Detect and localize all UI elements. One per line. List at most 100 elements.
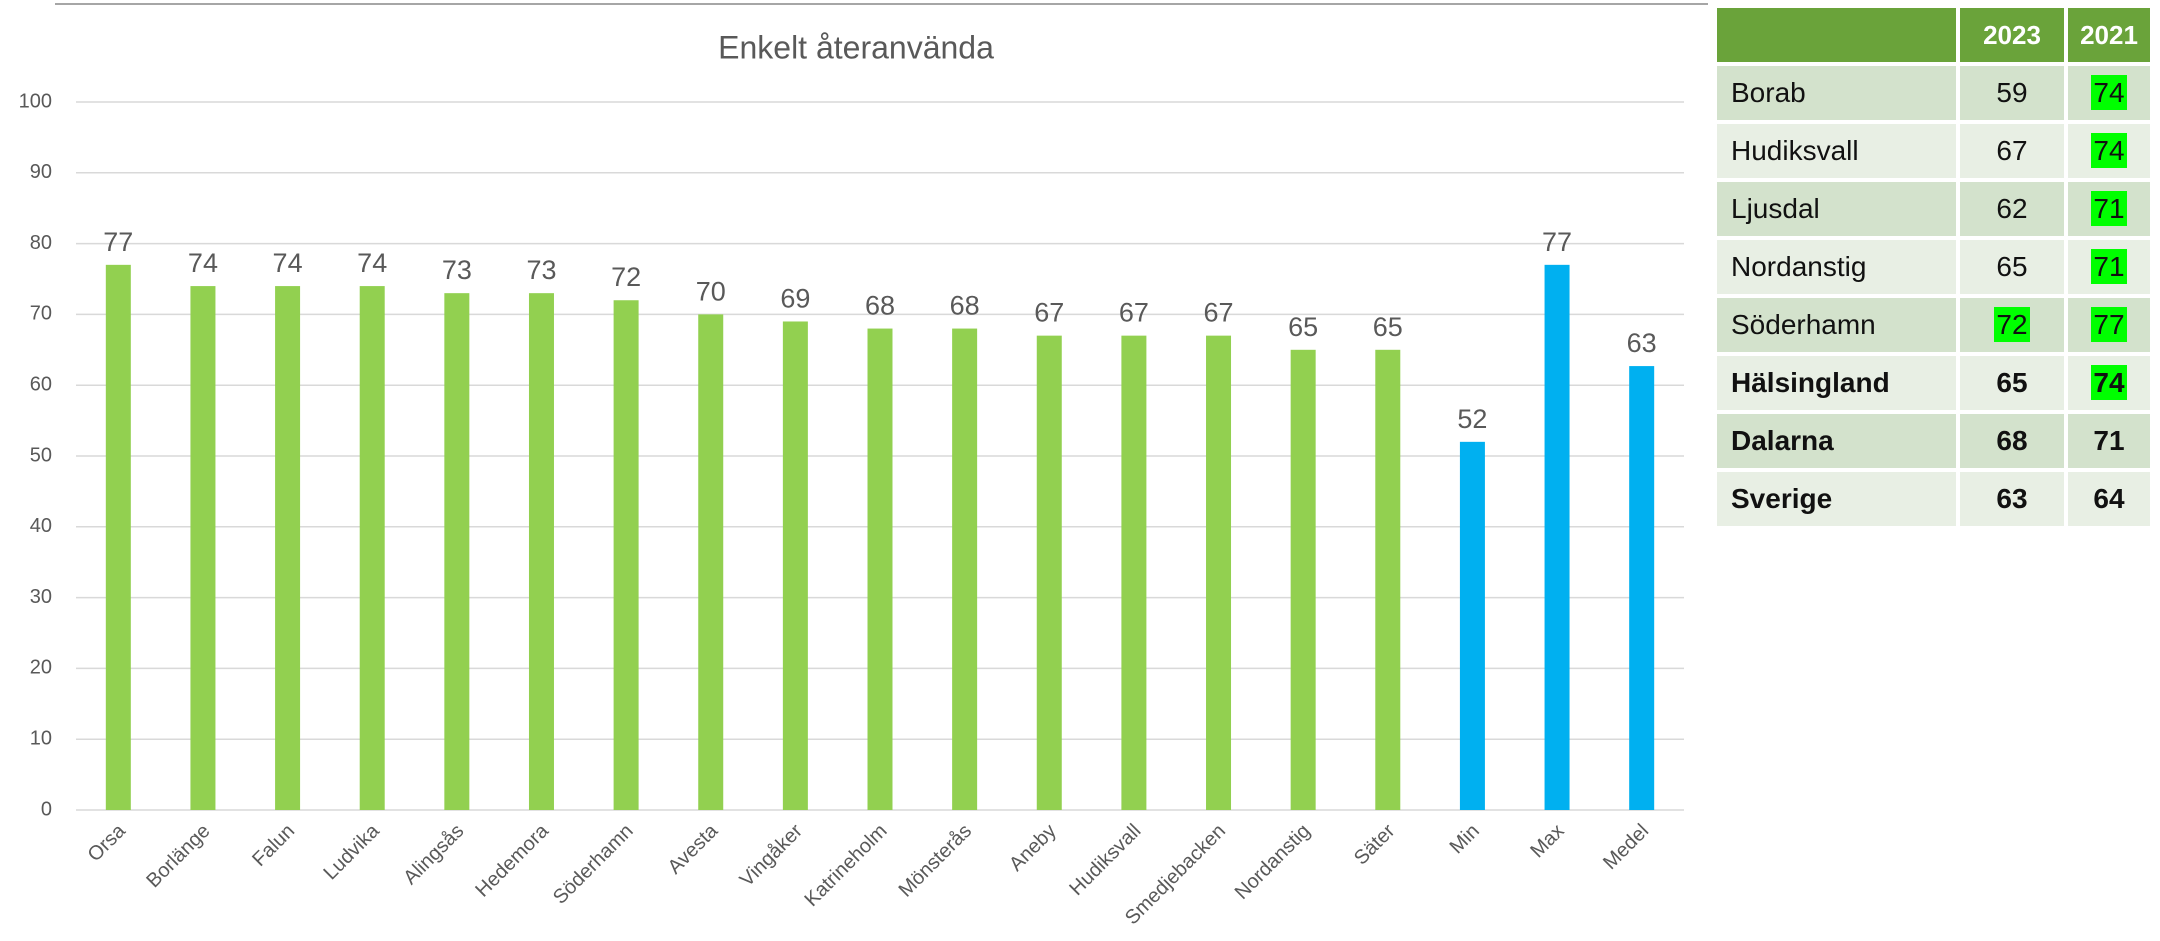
- x-tick-label: Mönsterås: [895, 820, 977, 902]
- data-label: 67: [1034, 298, 1064, 328]
- cell-value: 67: [1996, 135, 2028, 166]
- y-tick-label: 30: [30, 586, 52, 608]
- table-cell: 71: [2068, 414, 2150, 468]
- table-cell: 65: [1960, 240, 2064, 294]
- x-tick-label: Säter: [1350, 820, 1400, 870]
- cell-value: 65: [1996, 367, 2028, 398]
- x-tick-label: Orsa: [84, 819, 131, 866]
- x-tick-label: Alingsås: [399, 820, 468, 889]
- row-name: Sverige: [1717, 472, 1956, 526]
- row-name: Nordanstig: [1717, 240, 1956, 294]
- column-header: 2023: [1960, 8, 2064, 62]
- table-row: Söderhamn 72 77: [1717, 298, 2150, 352]
- x-tick-label: Falun: [248, 820, 299, 871]
- header-blank: [1717, 8, 1956, 62]
- data-label: 73: [526, 255, 556, 285]
- cell-value: 71: [2093, 425, 2125, 456]
- header-row: 2023 2021: [1717, 8, 2150, 62]
- data-label: 65: [1373, 312, 1403, 342]
- table-cell: 59: [1960, 66, 2064, 120]
- y-tick-label: 80: [30, 232, 52, 254]
- bar: [1290, 349, 1316, 810]
- data-label: 73: [442, 255, 472, 285]
- table-cell: 68: [1960, 414, 2064, 468]
- x-tick-label: Ludvika: [319, 819, 384, 884]
- data-label: 72: [611, 262, 641, 292]
- table-cell: 71: [2068, 240, 2150, 294]
- bar: [1544, 264, 1570, 811]
- row-name: Hälsingland: [1717, 356, 1956, 410]
- table-cell: 63: [1960, 472, 2064, 526]
- x-tick-label: Min: [1446, 820, 1484, 858]
- bar: [444, 293, 470, 810]
- data-label: 74: [273, 248, 303, 278]
- bar: [105, 264, 131, 811]
- table-cell: 77: [2068, 298, 2150, 352]
- bar: [1459, 441, 1485, 810]
- data-label: 68: [865, 291, 895, 321]
- bar: [1036, 335, 1062, 810]
- table-row: Nordanstig 65 71: [1717, 240, 2150, 294]
- cell-value: 71: [2091, 191, 2127, 226]
- bar: [782, 321, 808, 810]
- row-name: Söderhamn: [1717, 298, 1956, 352]
- chart-title: Enkelt återanvända: [718, 29, 994, 65]
- bar: [1629, 366, 1655, 810]
- data-label: 74: [357, 248, 387, 278]
- y-tick-label: 20: [30, 657, 52, 679]
- x-tick-label: Vingåker: [736, 820, 807, 891]
- table-row: Hudiksvall 67 74: [1717, 124, 2150, 178]
- y-tick-label: 0: [41, 798, 52, 820]
- y-tick-label: 90: [30, 161, 52, 183]
- data-label: 74: [188, 248, 218, 278]
- data-label: 68: [950, 291, 980, 321]
- cell-value: 64: [2093, 483, 2125, 514]
- y-tick-label: 60: [30, 373, 52, 395]
- cell-value: 62: [1996, 193, 2028, 224]
- cell-value: 77: [2091, 307, 2127, 342]
- y-tick-label: 40: [30, 515, 52, 537]
- table-cell: 65: [1960, 356, 2064, 410]
- bar: [1121, 335, 1147, 810]
- data-label: 77: [1542, 227, 1572, 257]
- data-label: 65: [1288, 312, 1318, 342]
- x-tick-label: Hudiksvall: [1065, 820, 1145, 900]
- table-row: Borab 59 74: [1717, 66, 2150, 120]
- cell-value: 71: [2091, 249, 2127, 284]
- bar: [698, 314, 724, 810]
- x-tick-label: Söderhamn: [549, 820, 638, 909]
- cell-value: 74: [2091, 133, 2127, 168]
- row-name: Ljusdal: [1717, 182, 1956, 236]
- table-cell: 74: [2068, 66, 2150, 120]
- table-row: Hälsingland 65 74: [1717, 356, 2150, 410]
- x-tick-label: Max: [1526, 820, 1568, 862]
- cell-value: 65: [1996, 251, 2028, 282]
- y-tick-label: 10: [30, 727, 52, 749]
- cell-value: 74: [2091, 365, 2127, 400]
- cell-value: 59: [1996, 77, 2028, 108]
- data-label: 67: [1119, 298, 1149, 328]
- bar: [190, 286, 216, 811]
- cell-value: 74: [2091, 75, 2127, 110]
- table-row: Ljusdal 62 71: [1717, 182, 2150, 236]
- data-label: 52: [1457, 404, 1487, 434]
- row-name: Borab: [1717, 66, 1956, 120]
- table-row: Dalarna 68 71: [1717, 414, 2150, 468]
- bar: [359, 286, 385, 811]
- x-tick-label: Borlänge: [142, 820, 214, 892]
- chart: Enkelt återanvända 0 10 20 30 40 50 60 70 80 90 10…: [19, 3, 1708, 929]
- y-tick-label: 70: [30, 303, 52, 325]
- table-cell: 74: [2068, 124, 2150, 178]
- x-tick-label: Hedemora: [471, 819, 553, 901]
- data-label: 70: [696, 276, 726, 306]
- x-tick-label: Nordanstig: [1231, 820, 1315, 904]
- bar: [528, 293, 554, 810]
- x-tick-label: Avesta: [664, 819, 723, 878]
- data-label: 67: [1204, 298, 1234, 328]
- data-label: 69: [780, 283, 810, 313]
- x-tick-label: Katrineholm: [801, 820, 892, 911]
- column-header: 2021: [2068, 8, 2150, 62]
- table-cell: 67: [1960, 124, 2064, 178]
- table: 2023 2021 Borab 59 74 Hudiksvall 67 74 Ljusdal 6…: [1713, 4, 2154, 530]
